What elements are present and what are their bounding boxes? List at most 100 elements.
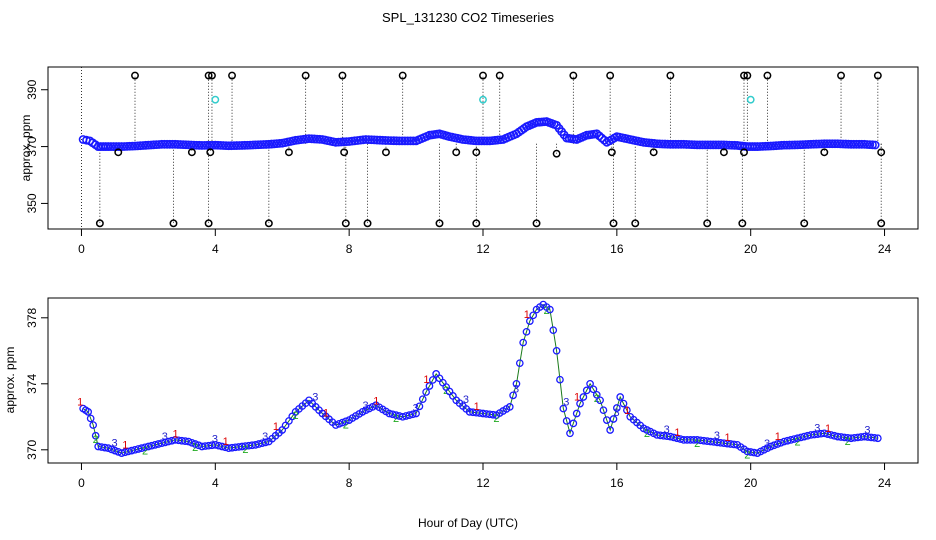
y-tick-label: 350 bbox=[25, 193, 39, 213]
co2-point bbox=[592, 390, 601, 399]
co2-point bbox=[84, 407, 93, 416]
series-point-label: 1 bbox=[223, 436, 229, 448]
x-tick-label: 16 bbox=[610, 476, 624, 490]
co2-point bbox=[522, 327, 531, 336]
co2-point bbox=[612, 404, 621, 412]
co2-point bbox=[474, 136, 484, 146]
y-tick-label: 370 bbox=[25, 439, 39, 459]
co2-point bbox=[509, 391, 517, 400]
co2-point bbox=[482, 136, 492, 146]
co2-point bbox=[151, 440, 159, 449]
co2-point bbox=[425, 382, 434, 390]
co2-point bbox=[870, 433, 879, 442]
co2-point bbox=[144, 442, 153, 451]
outlier-point bbox=[204, 71, 213, 80]
co2-point bbox=[385, 409, 394, 418]
outlier-point bbox=[301, 71, 310, 80]
outlier-point bbox=[532, 219, 541, 228]
co2-point bbox=[776, 438, 785, 447]
x-tick-label: 4 bbox=[212, 242, 219, 256]
series-point-label: 3 bbox=[764, 438, 770, 450]
co2-point bbox=[854, 139, 864, 149]
cyan-point bbox=[211, 95, 220, 104]
co2-point bbox=[405, 411, 414, 419]
series-point-label: 2 bbox=[744, 449, 750, 461]
outlier-point bbox=[666, 71, 675, 80]
co2-point bbox=[714, 140, 723, 150]
co2-point bbox=[569, 419, 578, 428]
outlier-point bbox=[877, 148, 886, 157]
series-point-label: 2 bbox=[845, 436, 851, 448]
series-point-label: 2 bbox=[242, 444, 248, 456]
co2-point bbox=[147, 441, 156, 450]
co2-point bbox=[820, 429, 829, 438]
co2-point bbox=[261, 438, 270, 447]
co2-point bbox=[107, 445, 116, 454]
co2-point bbox=[793, 434, 802, 443]
outlier-point bbox=[208, 71, 216, 80]
co2-point bbox=[708, 140, 718, 150]
co2-point bbox=[619, 399, 628, 408]
co2-point bbox=[181, 437, 190, 445]
x-tick-label: 20 bbox=[744, 476, 758, 490]
co2-point bbox=[512, 379, 521, 388]
series-point-label: 1 bbox=[474, 401, 480, 413]
co2-point bbox=[566, 429, 574, 438]
series-point-label: 3 bbox=[162, 431, 168, 443]
co2-point bbox=[519, 338, 528, 347]
co2-point bbox=[124, 447, 133, 456]
co2-point bbox=[692, 140, 702, 150]
top-panel-ylabel: approx. ppm bbox=[19, 115, 33, 182]
series-point-label: 2 bbox=[493, 413, 499, 425]
co2-point bbox=[258, 439, 267, 448]
outlier-point bbox=[95, 219, 104, 228]
series-point-label: 1 bbox=[172, 428, 178, 440]
co2-point bbox=[202, 140, 212, 150]
series-point-label: 3 bbox=[413, 402, 419, 414]
co2-point bbox=[200, 140, 209, 150]
outlier-point bbox=[169, 219, 178, 228]
co2-point bbox=[669, 433, 678, 442]
outlier-point bbox=[631, 219, 640, 228]
outlier-point bbox=[569, 71, 578, 80]
co2-point bbox=[797, 433, 805, 442]
co2-point bbox=[479, 136, 489, 146]
co2-point bbox=[766, 442, 775, 451]
co2-point bbox=[412, 409, 420, 418]
co2-point bbox=[505, 403, 514, 411]
x-axis-label: Hour of Day (UTC) bbox=[418, 516, 518, 530]
co2-point bbox=[218, 442, 226, 451]
series-point-label: 3 bbox=[362, 400, 368, 412]
co2-point bbox=[673, 434, 681, 443]
co2-point bbox=[141, 443, 149, 452]
x-tick-label: 12 bbox=[476, 476, 490, 490]
co2-point bbox=[706, 140, 715, 150]
series-point-label: 3 bbox=[563, 397, 569, 409]
series-point-label: 1 bbox=[825, 423, 831, 435]
co2-point bbox=[157, 439, 166, 448]
series-point-label: 1 bbox=[122, 439, 128, 451]
series-point-label: 3 bbox=[463, 394, 469, 406]
series-point-label: 1 bbox=[323, 407, 329, 419]
co2-point bbox=[389, 136, 399, 146]
co2-point bbox=[402, 412, 410, 420]
outlier-point bbox=[495, 71, 504, 80]
outlier-point bbox=[607, 148, 616, 157]
co2-point bbox=[785, 140, 794, 150]
outlier-point bbox=[341, 219, 350, 228]
co2-point bbox=[477, 136, 487, 146]
co2-point bbox=[372, 135, 382, 145]
co2-point bbox=[559, 404, 568, 413]
outlier-point bbox=[228, 71, 236, 80]
outlier-point bbox=[398, 71, 407, 80]
co2-point bbox=[783, 436, 792, 445]
outlier-point bbox=[206, 148, 215, 157]
co2-point bbox=[134, 445, 143, 453]
outlier-point bbox=[738, 219, 747, 228]
outlier-point bbox=[837, 71, 845, 80]
co2-point bbox=[89, 421, 98, 429]
co2-point bbox=[367, 135, 376, 145]
co2-point bbox=[823, 430, 832, 438]
